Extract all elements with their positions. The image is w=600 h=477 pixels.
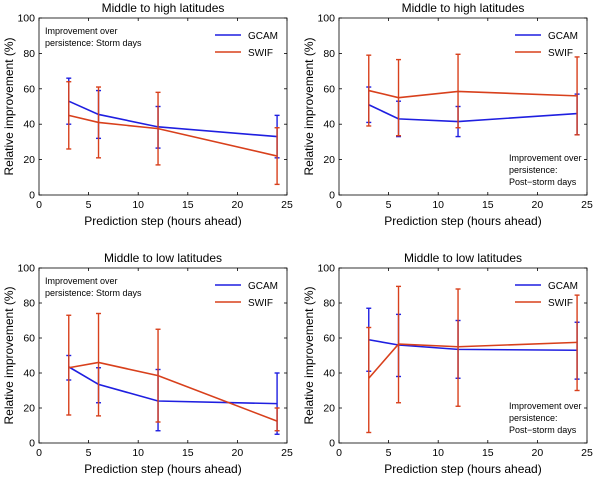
x-tick-label: 10: [432, 447, 444, 459]
y-tick-label: 20: [323, 403, 335, 415]
x-tick-label: 5: [386, 447, 392, 459]
x-tick-label: 10: [132, 447, 144, 459]
y-tick-label: 60: [23, 83, 35, 95]
x-tick-label: 5: [86, 447, 92, 459]
series-line: [368, 104, 578, 123]
legend-label-gcam: GCAM: [548, 31, 578, 42]
annotation-line: Improvement over: [45, 276, 118, 286]
series-line: [368, 341, 578, 379]
x-tick-label: 10: [132, 199, 144, 211]
annotation-line: Improvement over: [509, 401, 582, 411]
y-tick-label: 0: [329, 190, 335, 202]
y-tick-label: 80: [23, 298, 35, 310]
chart-title: Middle to low latitudes: [404, 251, 522, 265]
y-tick-label: 40: [23, 119, 35, 131]
chart-panel-4: Middle to low latitudes 0 5 10 15 20 25 0 20 40 60…: [302, 251, 593, 476]
annotation-line: Improvement over: [509, 153, 582, 163]
chart-title: Middle to high latitudes: [102, 1, 225, 15]
series-swif: [66, 81, 280, 186]
annotation-line: persistence: Storm days: [45, 38, 142, 48]
plot-frame: [338, 17, 588, 196]
series-line: [368, 338, 578, 352]
legend-label-swif: SWIF: [548, 48, 573, 59]
y-tick-label: 40: [23, 368, 35, 380]
y-tick-label: 40: [323, 119, 335, 131]
y-tick-label: 0: [329, 438, 335, 450]
legend-label-swif: SWIF: [248, 48, 273, 59]
y-tick-label: 100: [317, 263, 335, 275]
y-tick-label: 20: [23, 154, 35, 166]
x-tick-label: 20: [232, 447, 244, 459]
annotation-line: Post−storm days: [509, 177, 577, 187]
x-tick-label: 5: [386, 199, 392, 211]
x-tick-label: 15: [182, 199, 194, 211]
x-axis-label: Prediction step (hours ahead): [84, 214, 241, 228]
y-tick-label: 20: [323, 154, 335, 166]
y-tick-label: 40: [323, 368, 335, 380]
x-tick-label: 0: [336, 447, 342, 459]
y-tick-label: 100: [17, 13, 35, 25]
series-swif: [366, 285, 580, 434]
x-axis-label: Prediction step (hours ahead): [384, 214, 541, 228]
y-axis-label: Relative improvement (%): [2, 286, 16, 424]
x-tick-label: 5: [86, 199, 92, 211]
x-tick-label: 25: [281, 447, 293, 459]
y-tick-label: 100: [317, 13, 335, 25]
chart-title: Middle to low latitudes: [104, 251, 222, 265]
x-tick-label: 25: [581, 199, 593, 211]
chart-title: Middle to high latitudes: [402, 1, 525, 15]
legend-label-swif: SWIF: [548, 298, 573, 309]
x-tick-label: 10: [432, 199, 444, 211]
x-tick-label: 15: [482, 447, 494, 459]
y-tick-label: 0: [29, 438, 35, 450]
x-tick-label: 0: [336, 199, 342, 211]
y-tick-label: 80: [323, 48, 335, 60]
y-axis-label: Relative improvement (%): [2, 37, 16, 175]
y-tick-label: 20: [23, 403, 35, 415]
x-tick-label: 0: [36, 447, 42, 459]
y-tick-label: 60: [323, 333, 335, 345]
x-tick-label: 0: [36, 199, 42, 211]
x-tick-label: 15: [482, 199, 494, 211]
x-tick-label: 20: [232, 199, 244, 211]
series-line: [368, 89, 578, 99]
legend-label-swif: SWIF: [248, 298, 273, 309]
plot-frame: [38, 17, 288, 196]
y-axis-label: Relative improvement (%): [302, 286, 316, 424]
annotation-line: persistence: Storm days: [45, 288, 142, 298]
series-line: [68, 361, 278, 422]
x-tick-label: 15: [182, 447, 194, 459]
y-tick-label: 80: [323, 298, 335, 310]
plot-frame: [38, 267, 288, 444]
y-tick-label: 60: [323, 83, 335, 95]
legend-label-gcam: GCAM: [548, 281, 578, 292]
x-axis-label: Prediction step (hours ahead): [84, 462, 241, 476]
series-line: [68, 114, 278, 157]
annotation-line: persistence:: [509, 413, 558, 423]
chart-panel-3: Middle to low latitudes 0 5 10 15 20 25 0 20 40 60…: [2, 251, 293, 476]
x-tick-label: 25: [281, 199, 293, 211]
series-swif: [366, 53, 580, 137]
annotation-line: Improvement over: [45, 26, 118, 36]
series-line: [68, 366, 278, 405]
legend-label-gcam: GCAM: [248, 31, 278, 42]
x-tick-label: 25: [581, 447, 593, 459]
series-line: [68, 100, 278, 138]
legend-label-gcam: GCAM: [248, 281, 278, 292]
y-tick-label: 80: [23, 48, 35, 60]
x-tick-label: 20: [532, 447, 544, 459]
series-swif: [66, 312, 280, 432]
y-tick-label: 60: [23, 333, 35, 345]
plot-frame: [338, 267, 588, 444]
x-tick-label: 20: [532, 199, 544, 211]
chart-panel-1: Middle to high latitudes 0 5 10 15 20 25 0 20 40 6…: [2, 1, 293, 228]
y-tick-label: 0: [29, 190, 35, 202]
annotation-line: persistence:: [509, 165, 558, 175]
x-axis-label: Prediction step (hours ahead): [384, 462, 541, 476]
y-tick-label: 100: [17, 263, 35, 275]
annotation-line: Post−storm days: [509, 425, 577, 435]
chart-panel-2: Middle to high latitudes 0 5 10 15 20 25 0 20 40 6…: [302, 1, 593, 228]
y-axis-label: Relative improvement (%): [302, 37, 316, 175]
